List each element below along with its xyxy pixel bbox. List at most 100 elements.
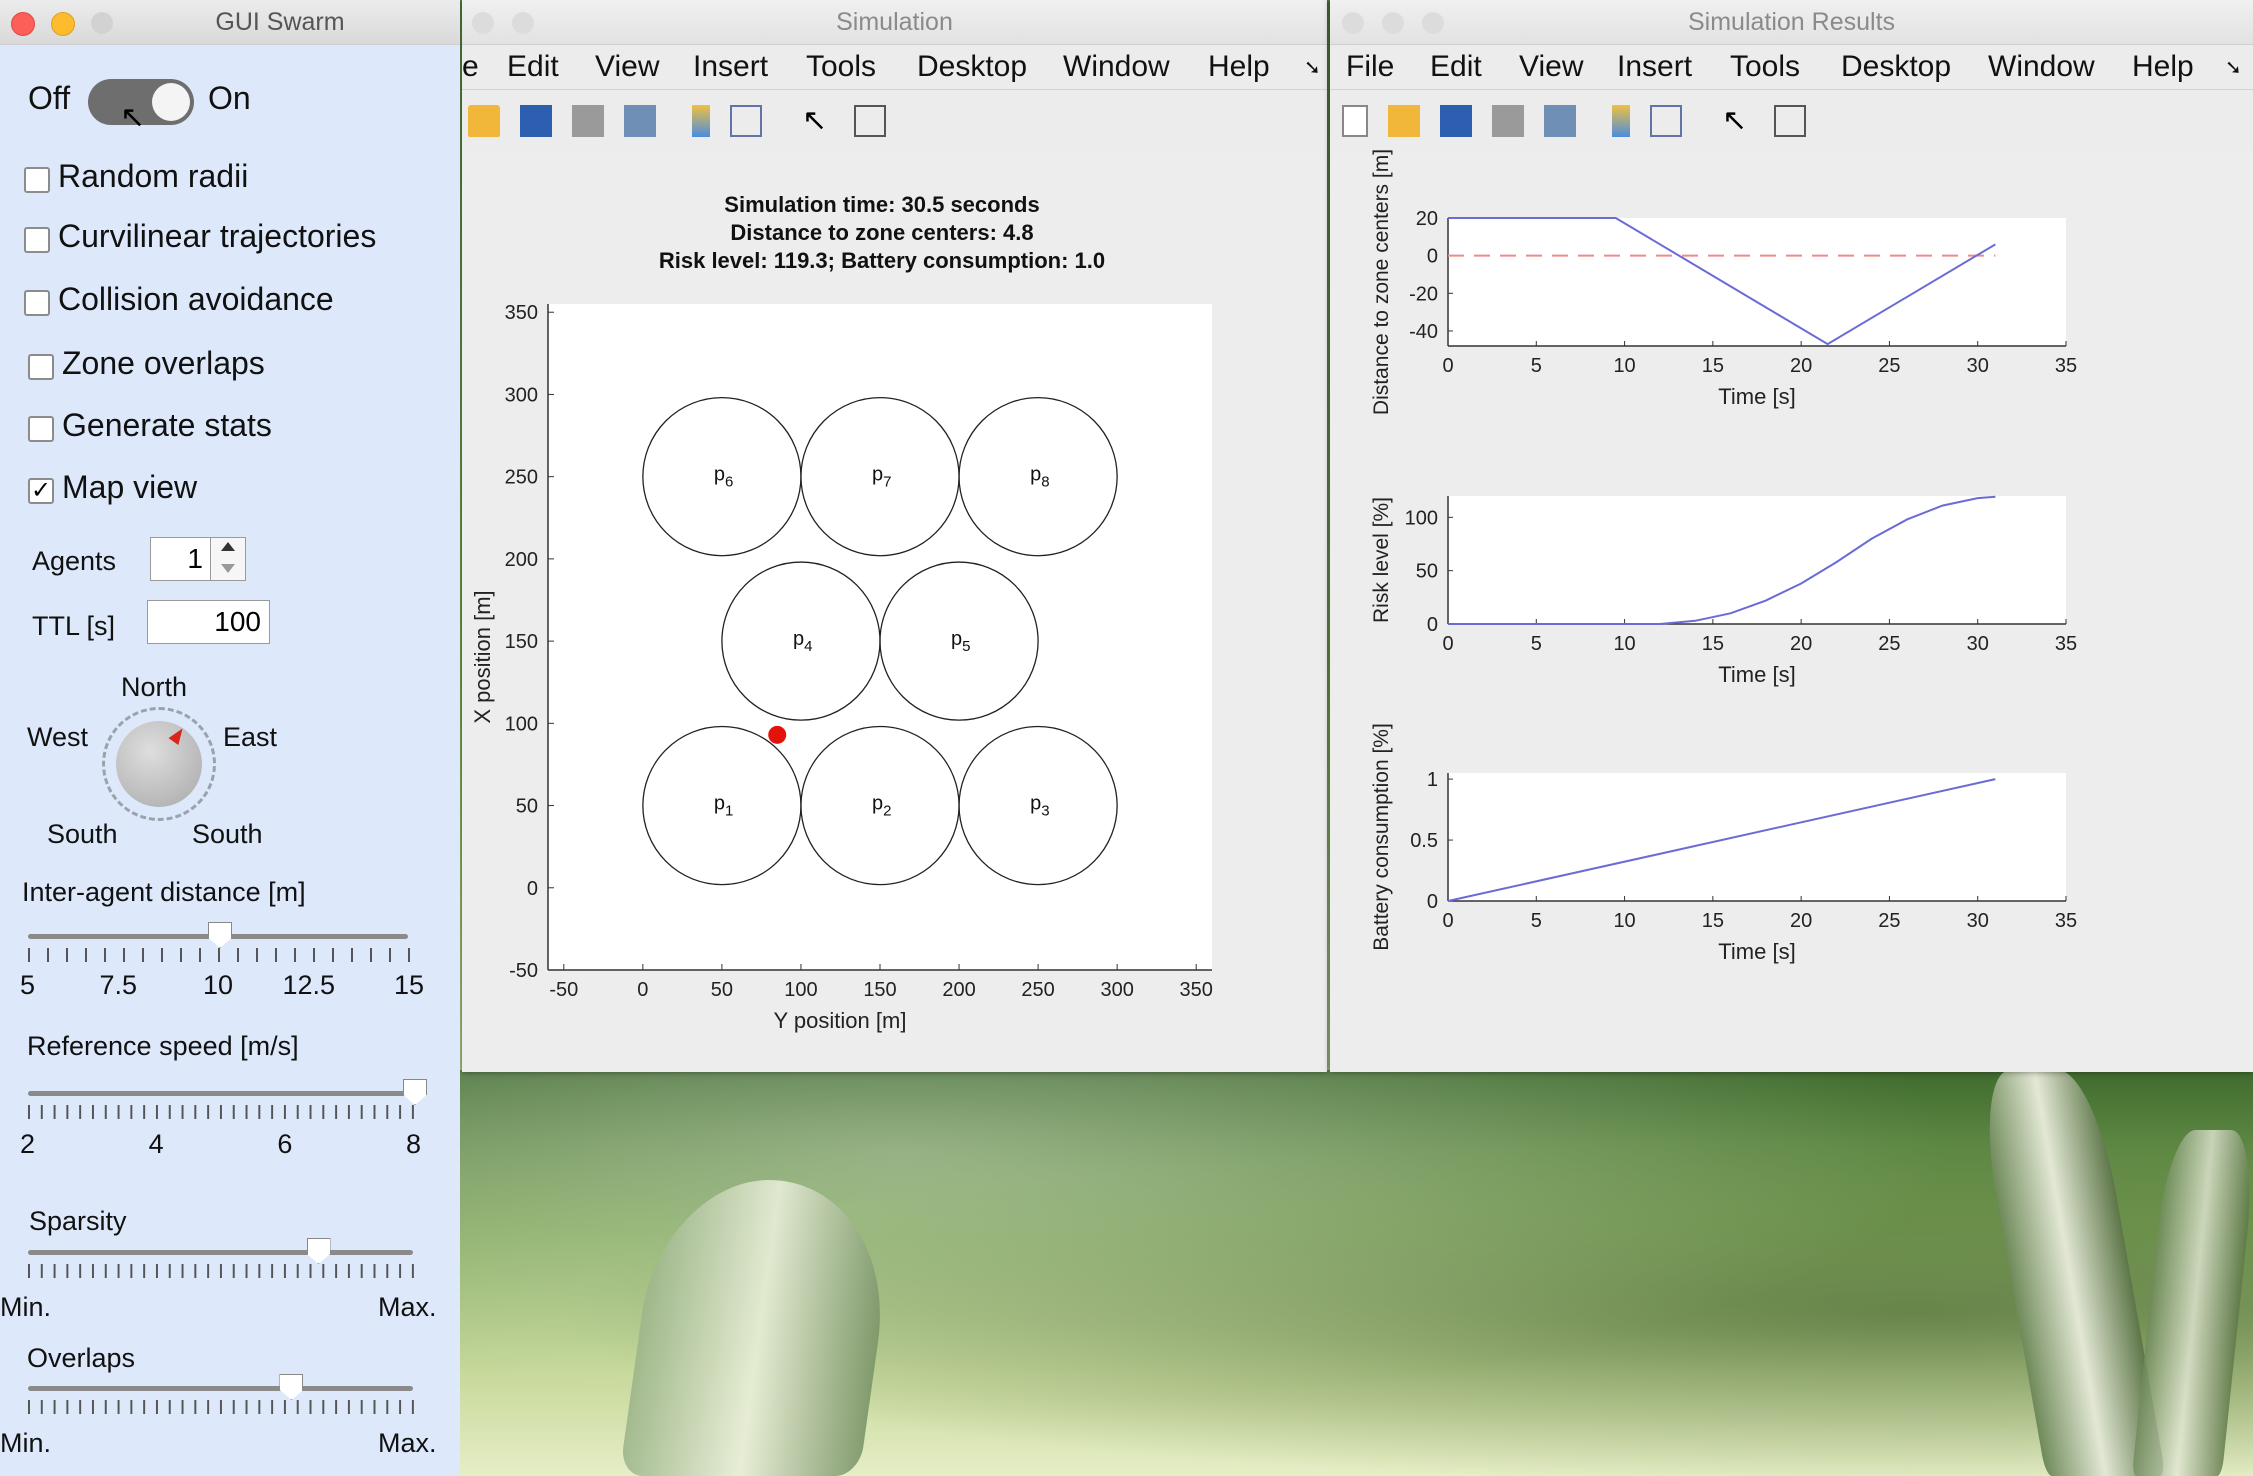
generate-stats-label: Generate stats (62, 407, 272, 443)
random-radii-label: Random radii (58, 158, 249, 194)
zoom-button[interactable] (1422, 12, 1444, 34)
open-folder-icon[interactable] (1388, 105, 1420, 137)
ttl-input[interactable]: 100 (147, 600, 270, 644)
map-view-checkbox[interactable]: ✓ (28, 478, 54, 504)
sparsity-min-label: Min. (0, 1292, 52, 1322)
sparsity-track[interactable] (28, 1250, 413, 1255)
menu-insert[interactable]: Insert (1617, 50, 1693, 83)
close-button[interactable] (11, 12, 35, 36)
new-figure-icon[interactable] (1342, 105, 1368, 137)
print-preview-icon[interactable] (624, 105, 656, 137)
y-tick-label: 0 (1427, 891, 1438, 913)
menu-edit[interactable]: Edit (1430, 50, 1482, 83)
pointer-icon[interactable]: ↖ (802, 104, 828, 137)
legend-icon[interactable] (730, 105, 762, 137)
overlaps-max-label: Max. (378, 1428, 437, 1458)
zoom-button[interactable] (91, 12, 113, 34)
save-icon[interactable] (520, 105, 552, 137)
colorbar-icon[interactable] (692, 105, 710, 137)
menu-help[interactable]: Help (2132, 50, 2194, 83)
print-icon[interactable] (572, 105, 604, 137)
toggle-on-label: On (208, 80, 251, 116)
minimize-button[interactable] (512, 12, 534, 34)
agents-stepper[interactable] (210, 537, 246, 581)
ref-speed-label: Reference speed [m/s] (27, 1031, 299, 1061)
results-titlebar: Simulation Results (1330, 0, 2253, 45)
agents-input[interactable]: 1 (150, 537, 212, 581)
menu-overflow-icon[interactable]: ➘ (2225, 56, 2242, 79)
property-editor-icon[interactable] (854, 105, 886, 137)
y-tick-label: 0.5 (1410, 830, 1438, 852)
x-tick-label: 15 (1702, 910, 1724, 932)
toggle-knob[interactable] (152, 83, 190, 121)
x-tick-label: 250 (1021, 979, 1054, 1001)
y-tick-label: 150 (505, 631, 538, 653)
x-tick-label: 15 (1702, 633, 1724, 655)
zone-overlaps-checkbox[interactable] (28, 354, 54, 380)
menu-file[interactable]: e (462, 50, 479, 83)
x-tick-label: 25 (1878, 355, 1900, 377)
overlaps-thumb[interactable] (279, 1374, 304, 1400)
close-button[interactable] (472, 12, 494, 34)
menu-tools[interactable]: Tools (806, 50, 877, 83)
pointer-icon[interactable]: ↖ (1722, 104, 1748, 137)
compass-west-label: West (27, 722, 89, 752)
collision-avoidance-checkbox[interactable] (24, 290, 50, 316)
menu-insert[interactable]: Insert (693, 50, 769, 83)
menu-window[interactable]: Window (1988, 50, 2095, 83)
x-tick-label: 0 (637, 979, 648, 1001)
print-preview-icon[interactable] (1544, 105, 1576, 137)
legend-icon[interactable] (1650, 105, 1682, 137)
inter-agent-thumb[interactable] (208, 922, 232, 948)
overlaps-track[interactable] (28, 1386, 413, 1391)
menu-view[interactable]: View (1519, 50, 1584, 83)
y-tick-label: 0 (527, 878, 538, 900)
menu-desktop[interactable]: Desktop (917, 50, 1028, 83)
print-icon[interactable] (1492, 105, 1524, 137)
x-axis-label: Time [s] (1718, 662, 1795, 687)
ttl-label: TTL [s] (32, 611, 116, 641)
curvilinear-label: Curvilinear trajectories (58, 218, 377, 254)
menu-desktop[interactable]: Desktop (1841, 50, 1952, 83)
x-tick-label: 150 (863, 979, 896, 1001)
compass-north-label: North (121, 672, 188, 702)
colorbar-icon[interactable] (1612, 105, 1630, 137)
open-folder-icon[interactable] (468, 105, 500, 137)
random-radii-checkbox[interactable] (24, 167, 50, 193)
series-line (1447, 778, 1996, 902)
stepper-down-icon[interactable] (221, 564, 235, 573)
ref-speed-track[interactable] (28, 1091, 413, 1096)
x-tick-label: 300 (1100, 979, 1133, 1001)
minimize-button[interactable] (51, 12, 75, 36)
y-axis-label: Distance to zone centers [m] (1370, 149, 1393, 415)
menu-edit[interactable]: Edit (507, 50, 559, 83)
x-tick-label: 10 (1613, 355, 1635, 377)
ref-speed-thumb[interactable] (403, 1079, 427, 1105)
property-editor-icon[interactable] (1774, 105, 1806, 137)
menu-window[interactable]: Window (1063, 50, 1170, 83)
simulation-figure: Simulation time: 30.5 seconds Distance t… (462, 150, 1327, 1072)
save-icon[interactable] (1440, 105, 1472, 137)
menu-tools[interactable]: Tools (1730, 50, 1801, 83)
slider-tick-label: 6 (277, 1129, 293, 1159)
y-axis-label: Risk level [%] (1370, 497, 1393, 623)
menu-file[interactable]: File (1346, 50, 1395, 83)
generate-stats-checkbox[interactable] (28, 416, 54, 442)
menu-help[interactable]: Help (1208, 50, 1270, 83)
close-button[interactable] (1342, 12, 1364, 34)
menu-view[interactable]: View (595, 50, 660, 83)
power-toggle[interactable] (88, 79, 194, 125)
window-title: Simulation (836, 8, 953, 36)
plot-axes (1448, 218, 2066, 346)
curvilinear-checkbox[interactable] (24, 227, 50, 253)
direction-knob[interactable] (116, 721, 202, 807)
window-title: Simulation Results (1687, 8, 1896, 36)
minimize-button[interactable] (1382, 12, 1404, 34)
menu-overflow-icon[interactable]: ➘ (1304, 56, 1321, 79)
stepper-up-icon[interactable] (221, 542, 235, 551)
sparsity-thumb[interactable] (306, 1238, 331, 1264)
map-view-label: Map view (62, 469, 198, 505)
simulation-titlebar: Simulation (462, 0, 1327, 45)
overlaps-ticks (28, 1400, 414, 1414)
x-tick-label: 0 (1442, 355, 1453, 377)
